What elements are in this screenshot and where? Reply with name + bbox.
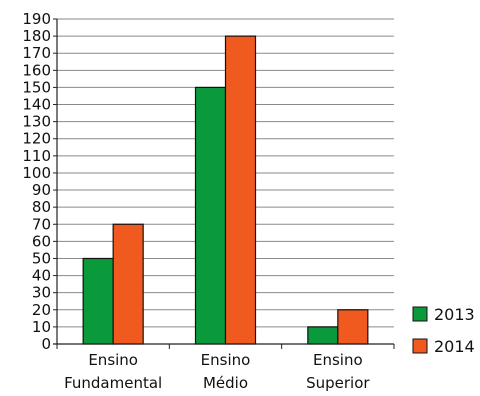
x-category-label: Superior xyxy=(306,374,370,392)
y-tick-label: 160 xyxy=(22,61,51,79)
y-tick-label: 0 xyxy=(41,335,51,353)
x-category-label: Ensino xyxy=(201,351,251,369)
y-axis: 0102030405060708090100110120130140150160… xyxy=(22,10,58,353)
y-tick-label: 100 xyxy=(22,164,51,182)
legend-swatch-2014 xyxy=(412,338,428,354)
y-tick-label: 90 xyxy=(32,181,51,199)
x-category-label: Fundamental xyxy=(64,374,162,392)
y-tick-label: 30 xyxy=(32,284,51,302)
bar-2013-1 xyxy=(194,86,227,345)
bar-2014-0 xyxy=(112,223,144,345)
legend-label-2013: 2013 xyxy=(434,305,475,324)
y-tick-label: 70 xyxy=(32,215,51,233)
legend: 2013 2014 xyxy=(412,305,475,356)
y-tick-label: 190 xyxy=(22,10,51,28)
bar-2013-0 xyxy=(82,257,114,345)
y-tick-label: 80 xyxy=(32,198,51,216)
bar-2014-2 xyxy=(337,309,369,345)
y-tick-label: 150 xyxy=(22,78,51,96)
legend-swatch-2013 xyxy=(412,306,428,322)
x-category-label: Médio xyxy=(203,374,248,392)
x-axis: Ensino Fundamental Ensino Médio Ensino Superi… xyxy=(53,343,395,392)
y-tick-label: 110 xyxy=(22,147,51,165)
legend-label-2014: 2014 xyxy=(434,337,475,356)
y-tick-label: 170 xyxy=(22,44,51,62)
y-tick-label: 10 xyxy=(32,318,51,336)
y-tick-label: 20 xyxy=(32,301,51,319)
y-tick-label: 40 xyxy=(32,267,51,285)
y-tick-label: 180 xyxy=(22,27,51,45)
y-tick-label: 60 xyxy=(32,232,51,250)
y-tick-label: 50 xyxy=(32,249,51,267)
bars xyxy=(82,35,369,345)
y-tick-label: 130 xyxy=(22,113,51,131)
x-category-label: Ensino xyxy=(88,351,138,369)
x-category-label: Ensino xyxy=(313,351,363,369)
y-tick-label: 120 xyxy=(22,130,51,148)
bar-2013-2 xyxy=(307,326,339,345)
y-tick-label: 140 xyxy=(22,96,51,114)
bar-2014-1 xyxy=(224,35,257,345)
